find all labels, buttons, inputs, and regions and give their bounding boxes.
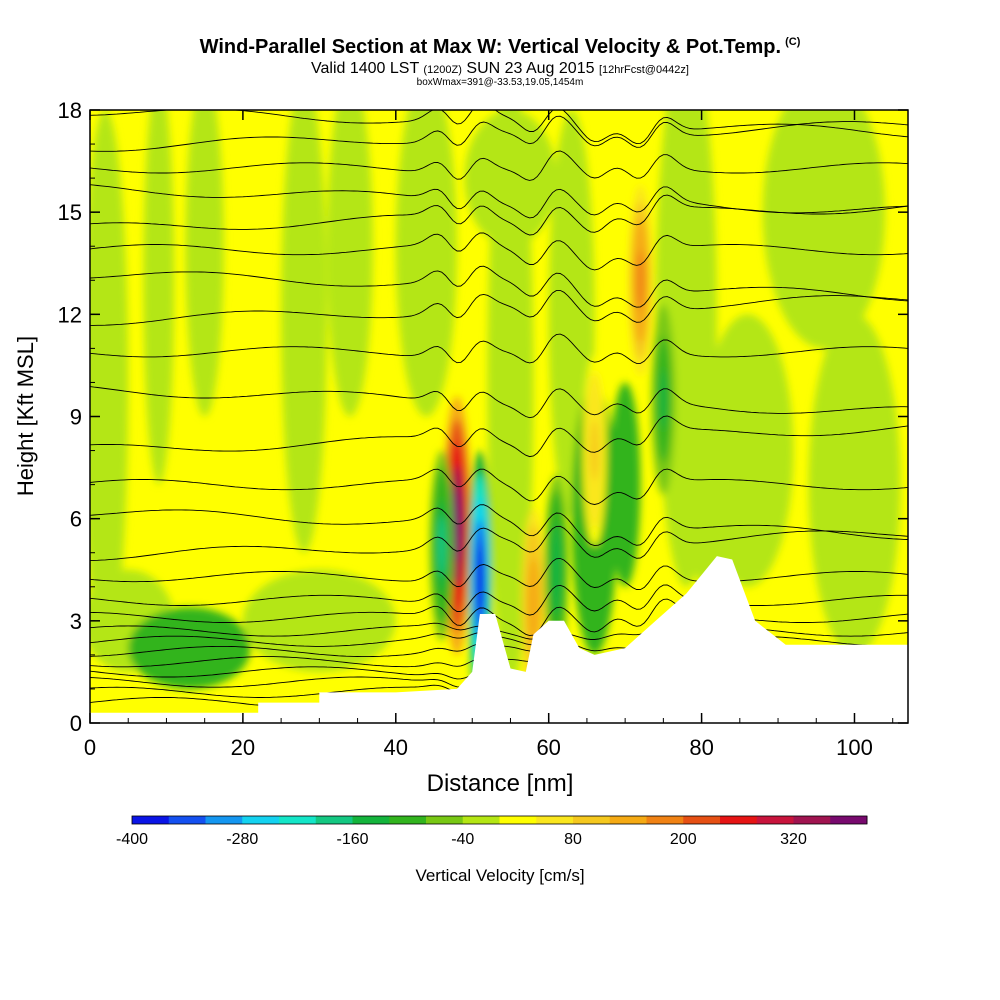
x-tick-label: 20 <box>231 735 255 760</box>
chart-subsubtitle: boxWmax=391@-33.53,19.05,1454m <box>416 77 584 88</box>
isentrope-line <box>90 525 908 562</box>
y-axis-label: Height [Kft MSL] <box>13 336 38 496</box>
isentrope-line <box>90 415 908 458</box>
colorbar-swatch <box>462 816 500 824</box>
colorbar-swatch <box>499 816 537 824</box>
velocity-band <box>395 110 457 417</box>
colorbar-tick-label: -160 <box>336 831 368 848</box>
axes: 0 20 40 60 80 100 0 3 6 9 12 15 18 <box>58 98 908 760</box>
isentrope-line <box>90 115 908 152</box>
x-axis-label: Distance [nm] <box>427 770 574 797</box>
colorbar-swatch <box>573 816 611 824</box>
colorbar-tick-label: -40 <box>451 831 474 848</box>
colorbar-swatch <box>683 816 721 824</box>
velocity-band <box>326 110 373 417</box>
colorbar-label: Vertical Velocity [cm/s] <box>415 866 584 885</box>
velocity-band <box>185 110 224 417</box>
updraft-core <box>529 573 538 634</box>
isentrope-line <box>90 468 908 505</box>
isentrope-line <box>90 598 908 637</box>
colorbar-swatch <box>389 816 427 824</box>
colorbar-swatch <box>279 816 317 824</box>
colorbar-tick-label: -400 <box>116 831 148 848</box>
downdraft-core <box>552 539 561 600</box>
isentrope-line <box>90 110 908 145</box>
colorbar-swatch <box>830 816 868 824</box>
isentrope-line <box>90 289 908 326</box>
terrain <box>90 556 908 723</box>
isentrope-line <box>90 333 908 364</box>
plot-area <box>90 110 908 723</box>
isentrope-line <box>90 584 908 616</box>
colorbar-swatch <box>793 816 831 824</box>
y-tick-label: 12 <box>58 302 82 327</box>
colorbar-swatch <box>315 816 353 824</box>
x-tick-label: 80 <box>689 735 713 760</box>
isentrope-line <box>90 150 908 181</box>
velocity-band <box>128 607 251 689</box>
velocity-band <box>143 110 175 485</box>
title-mark: (C) <box>785 36 801 49</box>
colorbar-frame <box>131 815 868 825</box>
y-tick-label: 15 <box>58 200 82 225</box>
downdraft-core <box>475 543 484 617</box>
chart-subtitle: Valid 1400 LST (1200Z) SUN 23 Aug 2015 [… <box>311 60 689 77</box>
colorbar: -400 -280 -160 -40 80 200 320 <box>116 815 868 848</box>
chart-title: Wind-Parallel Section at Max W: Vertical… <box>199 36 801 58</box>
colorbar-swatch <box>132 816 170 824</box>
colorbar-swatch <box>646 816 684 824</box>
colorbar-tick-label: 80 <box>564 831 582 848</box>
colorbar-swatch <box>720 816 758 824</box>
colorbar-swatch <box>426 816 464 824</box>
colorbar-tick-label: -280 <box>226 831 258 848</box>
colorbar-tick-label: 320 <box>780 831 807 848</box>
velocity-band <box>686 450 733 587</box>
updraft-core <box>636 250 645 311</box>
x-tick-label: 0 <box>84 735 96 760</box>
y-tick-label: 6 <box>70 507 82 532</box>
colorbar-swatch <box>609 816 647 824</box>
velocity-field <box>90 110 901 710</box>
y-tick-label: 9 <box>70 405 82 430</box>
velocity-band <box>609 382 641 587</box>
velocity-band <box>281 110 327 553</box>
updraft-core <box>590 420 599 481</box>
isentrope-line <box>90 504 908 547</box>
y-tick-label: 0 <box>70 711 82 736</box>
colorbar-swatch <box>168 816 206 824</box>
y-tick-label: 3 <box>70 609 82 634</box>
isentrope-line <box>90 386 908 419</box>
isentrope-line <box>90 232 908 271</box>
velocity-band <box>808 314 901 655</box>
isentrope-line <box>90 265 908 308</box>
colorbar-swatch <box>205 816 243 824</box>
isentrope-line <box>90 557 908 591</box>
isentrope-line <box>90 184 908 219</box>
colorbar-swatch <box>536 816 574 824</box>
downdraft-core <box>437 515 446 576</box>
velocity-band <box>242 569 396 672</box>
velocity-band <box>487 110 534 689</box>
colorbar-swatch <box>352 816 390 824</box>
x-tick-label: 100 <box>836 735 873 760</box>
colorbar-swatch <box>242 816 280 824</box>
velocity-band <box>464 110 557 247</box>
colorbar-swatch <box>756 816 794 824</box>
x-tick-label: 60 <box>536 735 560 760</box>
y-tick-label: 18 <box>58 98 82 123</box>
colorbar-tick-label: 200 <box>670 831 697 848</box>
x-tick-label: 40 <box>384 735 408 760</box>
updraft-core <box>452 488 462 563</box>
downdraft-core <box>659 369 668 430</box>
